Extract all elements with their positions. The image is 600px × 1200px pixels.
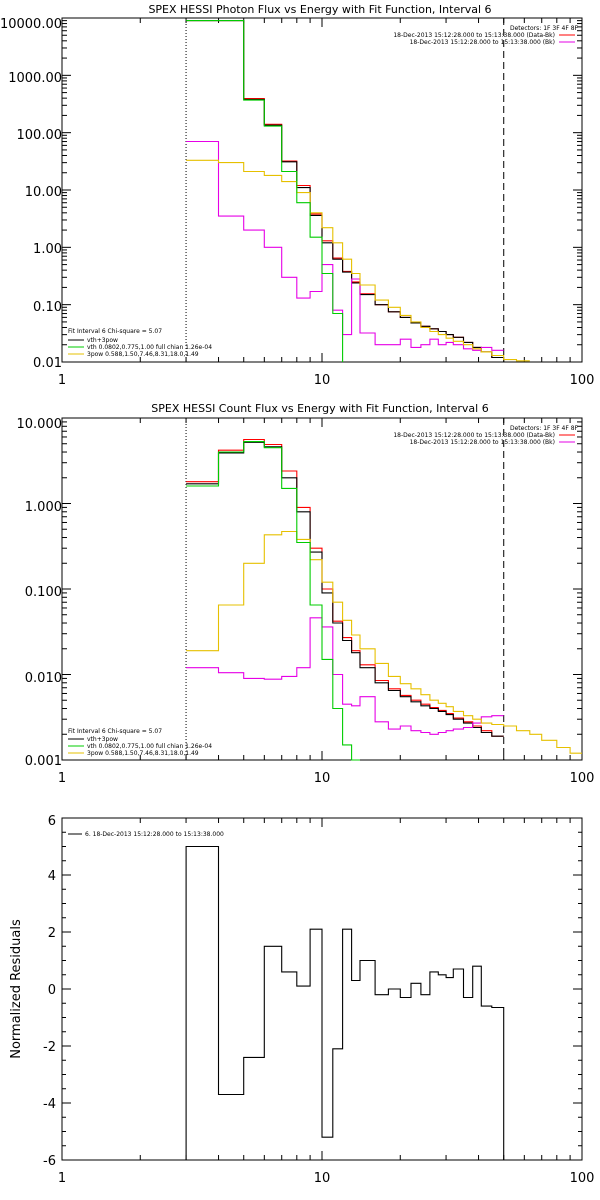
photon-series-bk [186,140,504,351]
photon-panel-title: SPEX HESSI Photon Flux vs Energy with Fi… [148,3,491,16]
residuals-y-tick-label: -2 [43,1040,56,1055]
residuals-panel: -6 -4 -2 0 2 4 6 Normalized Residuals 1 … [9,814,594,1186]
photon-series-vth-3pow [186,20,504,359]
residuals-legend-line: 6. 18-Dec-2013 15:12:28.000 to 15:13:38.… [85,831,224,838]
photon-series-3pow-0-588-1-50-7-46-8-31-18-0-1-49 [186,159,530,362]
count-y-tick-label: 0.001 [25,754,62,769]
photon-series-vth-0-0802-0-775-1-00-full-chian-1-26e-04 [186,20,344,362]
count-series-bk [186,617,504,735]
photon-header-line: Detectors: 1F 3F 4F 8F [510,25,579,32]
photon-y-tick-label: 10.00 [25,185,62,200]
count-legend-line: 3pow 0.588,1.50,7.46,8.31,18.0,1.49 [87,750,199,757]
residuals-x-tick-label: 10 [314,1171,331,1186]
photon-legend-line: Fit Interval 6 Chi-square = 5.07 [68,328,162,335]
count-y-tick-label: 10.000 [17,417,63,432]
residuals-x-tick-label: 100 [570,1171,595,1186]
photon-legend-line: vth+3pow [87,337,118,344]
photon-legend-line: vth 0.0802,0.775,1.00 full chian 1.26e-0… [87,344,212,351]
photon-x-tick-label: 10 [314,373,331,388]
photon-y-tick-label: 10000.00 [0,17,62,32]
residuals-y-tick-label: 4 [48,869,56,884]
count-y-tick-label: 0.010 [25,671,62,686]
photon-flux-panel: SPEX HESSI Photon Flux vs Energy with Fi… [0,3,594,388]
count-x-tick-label: 1 [58,771,66,786]
photon-header-line: 18-Dec-2013 15:12:28.000 to 15:13:38.000… [393,32,555,39]
photon-header-line: 18-Dec-2013 15:12:28.000 to 15:13:38.000… [410,39,555,46]
count-x-tick-label: 100 [570,771,595,786]
count-series-vth-0-0802-0-775-1-00-full-chian-1-26e-04 [186,441,360,761]
count-header-line: 18-Dec-2013 15:12:28.000 to 15:13:38.000… [410,439,555,446]
count-x-tick-label: 10 [314,771,331,786]
photon-y-tick-label: 0.10 [33,300,62,315]
count-legend-line: vth 0.0802,0.775,1.00 full chian 1.26e-0… [87,743,212,750]
count-y-tick-label: 1.000 [25,500,62,515]
count-axis-ticks [61,417,582,761]
count-series-lines [185,418,582,761]
count-panel-title: SPEX HESSI Count Flux vs Energy with Fit… [151,402,488,415]
count-header-line: Detectors: 1F 3F 4F 8F [510,425,579,432]
residuals-y-tick-label: -4 [43,1097,56,1112]
residuals-x-tick-label: 1 [58,1171,66,1186]
photon-x-tick-label: 1 [58,373,66,388]
count-series-vth-3pow [186,441,504,737]
residuals-axis-ticks [61,817,582,1161]
residuals-y-tick-label: -6 [43,1154,56,1169]
count-header-line: 18-Dec-2013 15:12:28.000 to 15:13:38.000… [393,432,555,439]
photon-x-tick-label: 100 [570,373,595,388]
count-legend-line: Fit Interval 6 Chi-square = 5.07 [68,728,162,735]
residuals-series-lines [185,845,505,1160]
count-series-data-bk [186,438,504,737]
residuals-y-tick-label: 6 [48,814,56,829]
photon-y-tick-label: 0.01 [33,356,62,371]
photon-y-tick-label: 1.00 [33,242,62,257]
photon-legend-line: 3pow 0.588,1.50,7.46,8.31,18.0,1.49 [87,351,199,358]
count-y-tick-label: 0.100 [25,585,62,600]
photon-y-tick-label: 100.00 [17,128,63,143]
count-flux-panel: SPEX HESSI Count Flux vs Energy with Fit… [17,402,595,786]
residuals-y-tick-label: 0 [48,983,56,998]
photon-y-tick-label: 1000.00 [8,71,62,86]
count-series-3pow-0-588-1-50-7-46-8-31-18-0-1-49 [186,530,582,754]
residuals-y-axis-label: Normalized Residuals [9,919,24,1059]
residuals-series-6-18-dec-2013-15-12-28-000-to-15-13-38-000 [185,845,505,1160]
residuals-y-tick-label: 2 [48,926,56,941]
photon-axis-ticks [61,17,582,363]
photon-series-lines [185,18,530,362]
photon-series-data-bk [186,20,504,359]
count-legend-line: vth+3pow [87,736,118,743]
